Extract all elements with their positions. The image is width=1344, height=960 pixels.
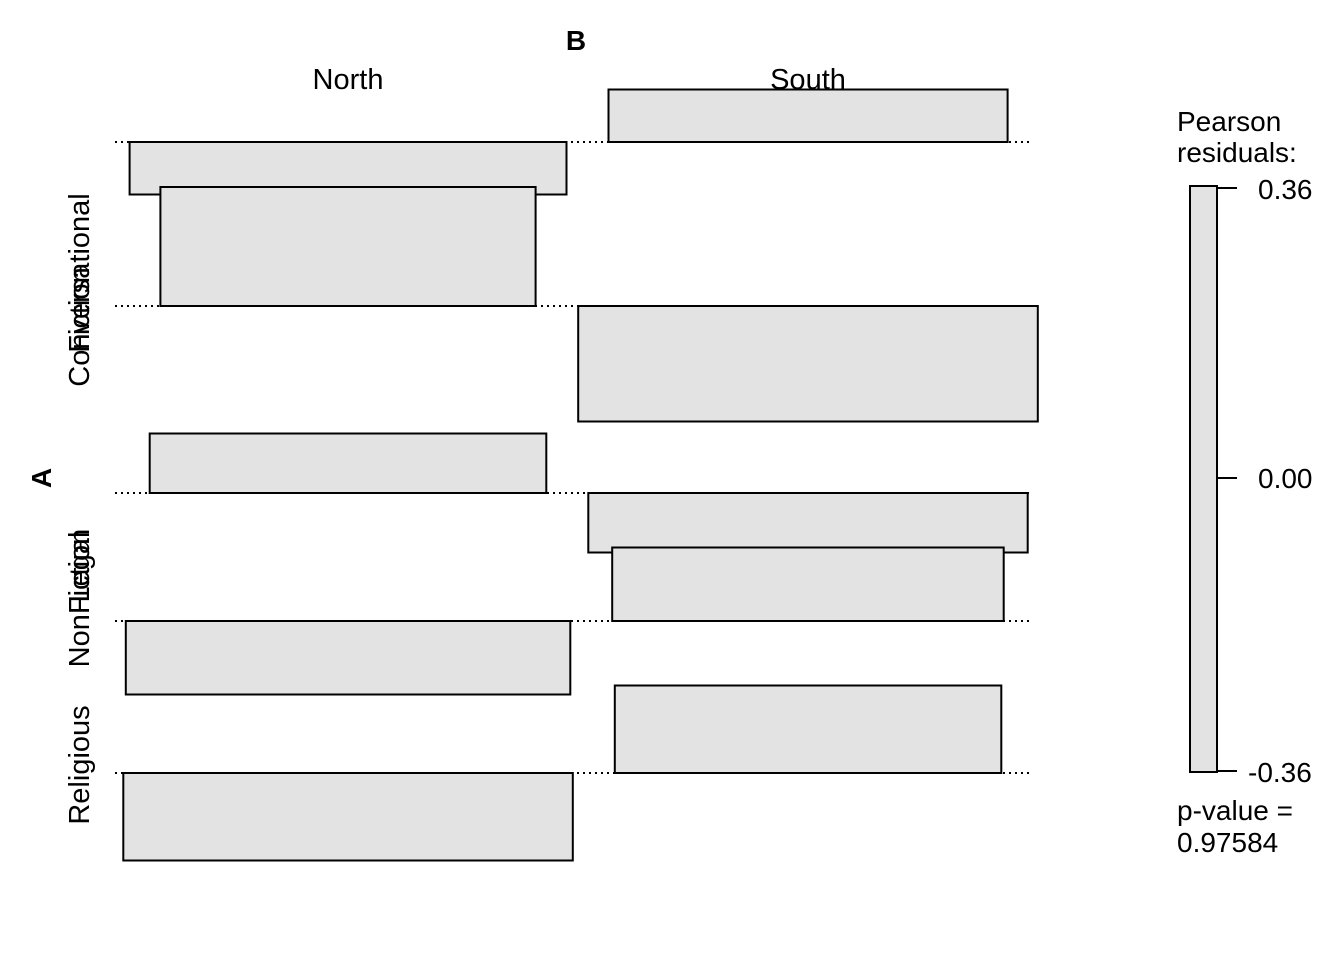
row-label-legal: Legal [64,532,96,603]
row-label-religious: Religious [64,705,96,824]
legend-tick-label-middle: 0.00 [1258,463,1313,494]
x-axis-title: B [566,25,586,56]
tile-fiction-north [159,186,537,307]
row-label-nonfiction: NonFiction [64,529,96,668]
tile-nonfiction-south [611,546,1005,622]
row-label-fiction: Fiction [64,267,96,352]
residual-tiles [122,88,1039,862]
tile-religious-north [122,772,574,862]
tile-legal-south [587,492,1029,554]
tile-conversational-south [607,88,1009,143]
pvalue-value: 0.97584 [1177,827,1278,858]
tile-fiction-south [577,305,1039,423]
tile-religious-south [613,684,1003,774]
legend-color-bar [1189,185,1218,773]
legend-tick-label-top: 0.36 [1258,174,1313,205]
legend-tick-label-bottom: -0.36 [1248,757,1312,788]
tile-conversational-north [128,141,568,196]
column-label-north: North [313,64,384,96]
tile-nonfiction-north [124,620,572,696]
legend-title-line2: residuals: [1177,137,1297,168]
legend-title-line1: Pearson [1177,106,1281,137]
pvalue-label: p-value = [1177,795,1293,826]
tile-legal-north [148,432,548,494]
row-label-conversational: Conversational [64,193,96,386]
y-axis-title: A [26,468,57,488]
